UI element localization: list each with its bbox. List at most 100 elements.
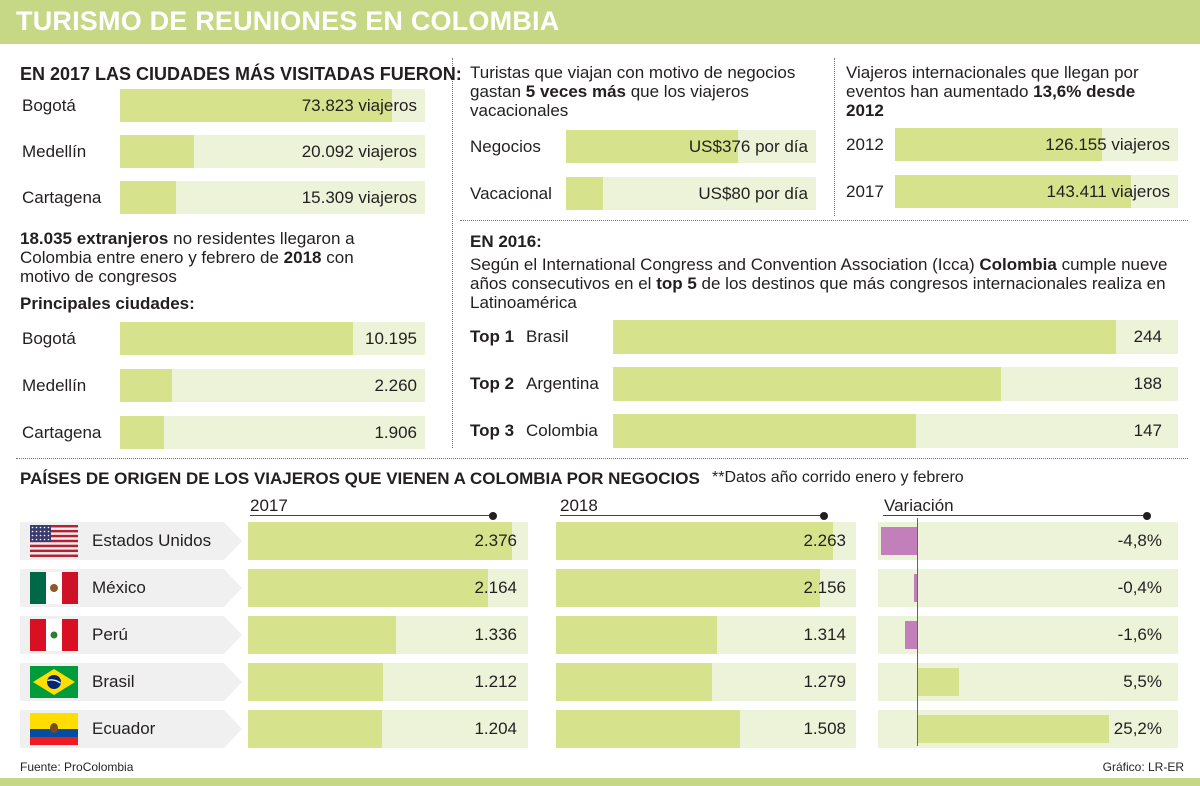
variation-bar xyxy=(881,527,917,555)
country-name: México xyxy=(92,578,146,597)
spending-value: US$376 por día xyxy=(688,136,808,156)
principal-city-bar xyxy=(120,416,164,449)
international-value: 143.411 viajeros xyxy=(1046,181,1171,201)
icca-value: 147 xyxy=(1133,421,1162,440)
spending-label: Negocios xyxy=(470,136,541,156)
spending-desc-end: que los viajeros vacacionales xyxy=(470,82,749,120)
variation-value: -0,4% xyxy=(1117,578,1162,597)
col-marker-dot xyxy=(820,512,828,520)
origin-title: PAÍSES DE ORIGEN DE LOS VIAJEROS QUE VIE… xyxy=(20,469,700,488)
city-2017-value: 20.092 viajeros xyxy=(301,141,417,161)
cities-2017-title: EN 2017 LAS CIUDADES MÁS VISITADAS FUERO… xyxy=(20,64,462,84)
origin-2018-value: 1.279 xyxy=(803,672,846,691)
country-name: Perú xyxy=(92,625,128,644)
col-underline xyxy=(560,515,824,516)
variation-value: 5,5% xyxy=(1123,672,1162,691)
peru-flag-icon xyxy=(30,619,78,651)
origin-2018-value: 1.314 xyxy=(803,625,846,644)
origin-2018-bar xyxy=(556,522,833,560)
foreigners-desc: no residentes llegaron a Colombia entre … xyxy=(20,229,355,267)
foreigners-desc-end: con motivo de congresos xyxy=(20,248,354,286)
variation-bar xyxy=(917,715,1109,743)
icca-rank: Top 3 xyxy=(470,421,515,440)
principal-city-label: Medellín xyxy=(22,375,87,395)
icca-top5: top 5 xyxy=(656,274,697,293)
principal-city-value: 1.906 xyxy=(374,422,417,442)
origin-2017-bar xyxy=(248,616,396,654)
brazil-flag-icon xyxy=(30,666,78,698)
col-marker-dot xyxy=(489,512,497,520)
foreigners-year: 2018 xyxy=(283,248,322,267)
col-2018-header: 2018 xyxy=(560,496,598,515)
icca-title: EN 2016: xyxy=(470,232,542,251)
spending-bar xyxy=(566,130,738,163)
origin-2018-value: 2.263 xyxy=(803,531,846,550)
variation-bar xyxy=(914,574,917,602)
variation-track xyxy=(878,616,1178,654)
international-bar xyxy=(895,175,1131,208)
origin-2018-value: 1.508 xyxy=(803,719,846,738)
ecuador-flag-icon xyxy=(30,713,78,745)
icca-text: Según el International Congress and Conv… xyxy=(470,255,1190,312)
col-variacion-header: Variación xyxy=(884,496,954,515)
icca-country: Brasil xyxy=(526,327,569,346)
icca-desc-2: cumple nueve años consecutivos en el xyxy=(470,255,1168,293)
divider-vertical-right xyxy=(834,58,835,216)
divider-horizontal-bottom xyxy=(16,458,1188,459)
origin-2017-bar xyxy=(248,710,382,748)
origin-2018-bar xyxy=(556,710,740,748)
variation-track xyxy=(878,522,1178,560)
divider-vertical-left xyxy=(452,58,453,448)
origin-2018-bar xyxy=(556,616,717,654)
international-highlight: 13,6% desde 2012 xyxy=(846,82,1136,120)
city-2017-label: Medellín xyxy=(22,141,87,161)
icca-country: Colombia xyxy=(526,421,598,440)
principal-city-label: Cartagena xyxy=(22,422,102,442)
icca-bar xyxy=(613,320,1116,354)
spending-value: US$80 por día xyxy=(698,183,808,203)
origin-2018-bar xyxy=(556,663,712,701)
origin-note: **Datos año corrido enero y febrero xyxy=(712,469,964,486)
country-name: Estados Unidos xyxy=(92,531,212,550)
usa-flag-icon xyxy=(30,525,78,557)
icca-bar xyxy=(613,414,916,448)
origin-2017-bar xyxy=(248,522,512,560)
international-text: Viajeros internacionales que llegan por … xyxy=(846,63,1176,120)
icca-desc-3: de los destinos que más congresos intern… xyxy=(470,274,1166,312)
principal-city-bar xyxy=(120,369,172,402)
international-desc: Viajeros internacionales que llegan por … xyxy=(846,63,1139,101)
origin-2018-bar xyxy=(556,569,820,607)
city-2017-label: Cartagena xyxy=(22,187,102,207)
variation-zero-axis xyxy=(917,518,918,746)
country-name: Ecuador xyxy=(92,719,156,738)
icca-rank: Top 2 xyxy=(470,374,515,393)
icca-value: 244 xyxy=(1133,327,1162,346)
page-title: TURISMO DE REUNIONES EN COLOMBIA xyxy=(16,6,560,36)
variation-bar xyxy=(917,668,959,696)
col-marker-dot xyxy=(1143,512,1151,520)
origin-2017-bar xyxy=(248,663,383,701)
principal-cities-title: Principales ciudades: xyxy=(20,294,195,313)
international-value: 126.155 viajeros xyxy=(1045,134,1170,154)
variation-value: 25,2% xyxy=(1113,719,1162,738)
principal-city-value: 2.260 xyxy=(374,375,417,395)
origin-2017-value: 2.164 xyxy=(474,578,517,597)
icca-value: 188 xyxy=(1133,374,1162,393)
principal-city-bar xyxy=(120,322,353,355)
icca-bar xyxy=(613,367,1001,401)
variation-value: -1,6% xyxy=(1117,625,1162,644)
international-label: 2012 xyxy=(846,134,884,154)
mexico-flag-icon xyxy=(30,572,78,604)
spending-desc: Turistas que viajan con motivo de negoci… xyxy=(470,63,796,101)
variation-track xyxy=(878,569,1178,607)
col-2017-header: 2017 xyxy=(250,496,288,515)
variation-bar xyxy=(905,621,917,649)
origin-2018-value: 2.156 xyxy=(803,578,846,597)
source-note: Fuente: ProColombia xyxy=(20,760,134,774)
spending-text: Turistas que viajan con motivo de negoci… xyxy=(470,63,800,120)
spending-bar xyxy=(566,177,603,210)
city-2017-bar xyxy=(120,135,194,168)
origin-2017-value: 2.376 xyxy=(474,531,517,550)
variation-value: -4,8% xyxy=(1117,531,1162,550)
col-underline xyxy=(250,515,493,516)
